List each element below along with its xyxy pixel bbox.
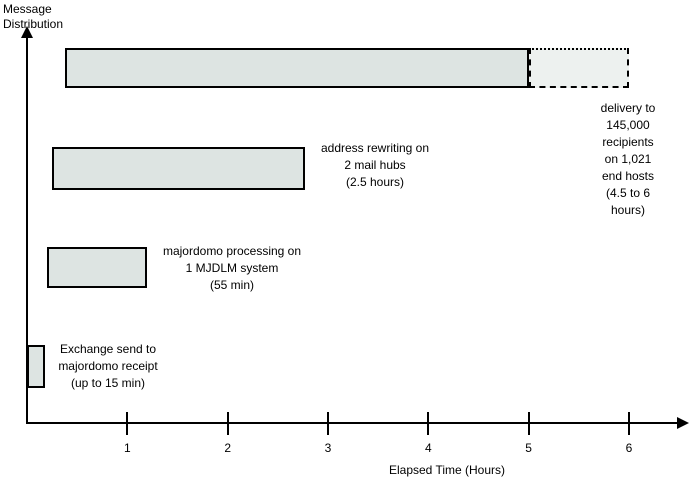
y-axis-label: Message Distribution [3,2,64,31]
x-axis-tick-label-6: 6 [625,441,633,455]
bar-address-rewriting [52,147,305,190]
x-axis-tick-4 [427,412,430,435]
x-axis-tick-6 [627,412,630,435]
x-axis-arrowhead-icon [677,417,689,429]
x-axis-title: Elapsed Time (Hours) [388,463,506,477]
x-axis-tick-2 [226,412,229,435]
bar-label-address-rewriting: address rewriting on 2 mail hubs (2.5 ho… [320,141,430,189]
bar-delivery-projected [528,48,629,88]
x-axis-tick-3 [326,412,329,435]
bar-majordomo-processing [47,247,148,288]
x-axis-tick-1 [126,412,129,435]
x-axis-tick-label-5: 5 [525,441,532,455]
x-axis-line [26,422,680,424]
bar-label-majordomo-processing: majordomo processing on 1 MJDLM system (… [162,244,302,292]
x-axis-tick-label-4: 4 [424,441,432,455]
y-axis-line [26,36,28,424]
x-axis-tick-label-2: 2 [224,441,231,455]
bar-delivery [65,48,529,88]
bar-label-delivery: delivery to 145,000 recipients on 1,021 … [600,101,656,217]
x-axis-tick-label-3: 3 [324,441,332,455]
x-axis-tick-5 [527,412,530,435]
y-axis-arrowhead-icon [21,26,33,38]
x-axis-tick-label-1: 1 [123,441,131,455]
bar-label-exchange-send: Exchange send to majordomo receipt (up t… [58,342,158,390]
bar-exchange-send [27,345,46,388]
